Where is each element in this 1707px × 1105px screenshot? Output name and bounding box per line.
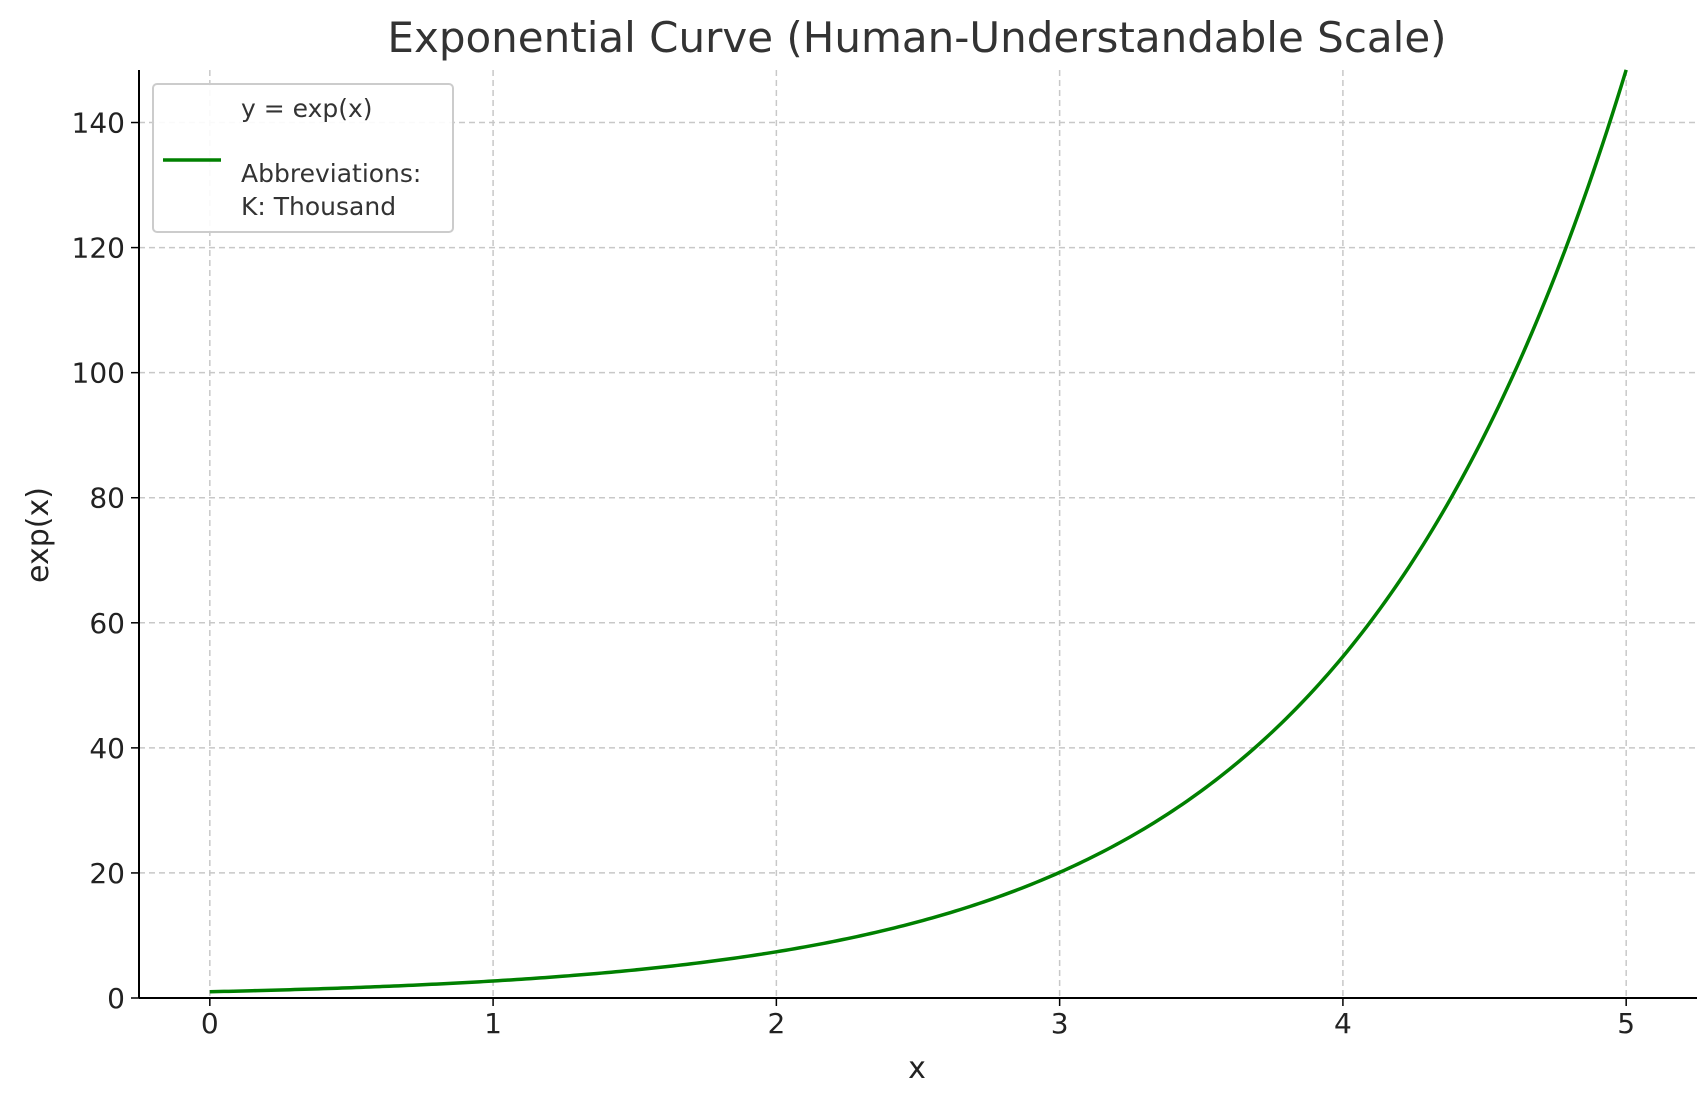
x-tick-label-5: 5 xyxy=(1617,1007,1635,1040)
legend-label-series: y = exp(x) xyxy=(241,94,373,123)
y-tick-label-0: 0 xyxy=(107,982,125,1015)
y-tick-label-6: 120 xyxy=(72,232,125,265)
x-axis-label: x xyxy=(908,1051,926,1086)
y-tick-label-2: 40 xyxy=(89,732,125,765)
series-layer xyxy=(209,69,1628,994)
chart-title: Exponential Curve (Human-Understandable … xyxy=(387,13,1446,62)
y-tick-label-5: 100 xyxy=(72,357,125,390)
x-tick-label-0: 0 xyxy=(201,1007,219,1040)
legend-label-thousand: K: Thousand xyxy=(241,192,396,221)
x-ticks: 0 1 2 3 4 5 xyxy=(201,998,1635,1040)
legend-label-abbreviations: Abbreviations: xyxy=(241,159,421,188)
y-axis-label: exp(x) xyxy=(21,487,56,583)
x-tick-label-4: 4 xyxy=(1334,1007,1352,1040)
series-line-exp xyxy=(209,69,1628,994)
legend-box xyxy=(152,83,454,233)
y-tick-label-7: 140 xyxy=(72,107,125,140)
x-tick-label-1: 1 xyxy=(484,1007,502,1040)
x-tick-label-2: 2 xyxy=(767,1007,785,1040)
y-ticks: 0 20 40 60 80 100 120 140 xyxy=(72,107,139,1015)
y-tick-label-4: 80 xyxy=(89,482,125,515)
y-tick-label-1: 20 xyxy=(89,857,125,890)
y-tick-label-3: 60 xyxy=(89,607,125,640)
legend: y = exp(x) Abbreviations: K: Thousand xyxy=(152,83,454,233)
x-tick-label-3: 3 xyxy=(1051,1007,1069,1040)
grid-lines xyxy=(139,70,1697,999)
